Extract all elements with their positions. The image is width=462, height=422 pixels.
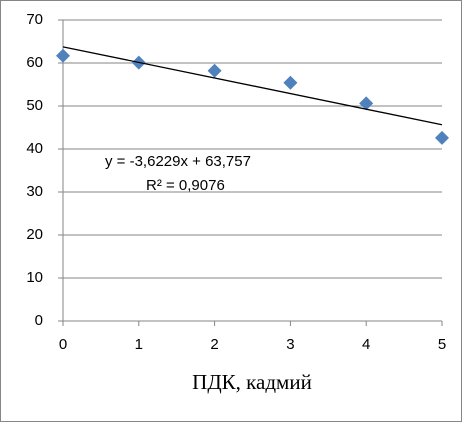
x-tick-label: 1 bbox=[135, 336, 143, 353]
point bbox=[283, 75, 298, 90]
point bbox=[435, 130, 449, 145]
trend-equation: y = -3,6229x + 63,757 bbox=[105, 153, 251, 170]
x-axis-title: ПДК, кадмий bbox=[192, 370, 312, 394]
y-tick-label: 20 bbox=[26, 226, 43, 243]
y-tick-label: 30 bbox=[26, 183, 43, 200]
y-tick-label: 40 bbox=[26, 140, 43, 157]
y-tick-label: 0 bbox=[35, 312, 43, 329]
y-tick-label: 60 bbox=[26, 54, 43, 71]
y-tick-label: 10 bbox=[26, 269, 43, 286]
point bbox=[359, 96, 374, 111]
trend-r2: R² = 0,9076 bbox=[146, 177, 225, 194]
y-tick-label: 70 bbox=[26, 11, 43, 28]
x-tick-label: 5 bbox=[438, 336, 446, 353]
x-tick-label: 4 bbox=[362, 336, 370, 353]
point bbox=[207, 63, 222, 78]
y-tick-label: 50 bbox=[26, 97, 43, 114]
x-tick-label: 0 bbox=[59, 336, 67, 353]
x-tick-label: 3 bbox=[286, 336, 294, 353]
point bbox=[56, 48, 70, 63]
x-tick-label: 2 bbox=[210, 336, 218, 353]
trendline bbox=[62, 46, 443, 126]
